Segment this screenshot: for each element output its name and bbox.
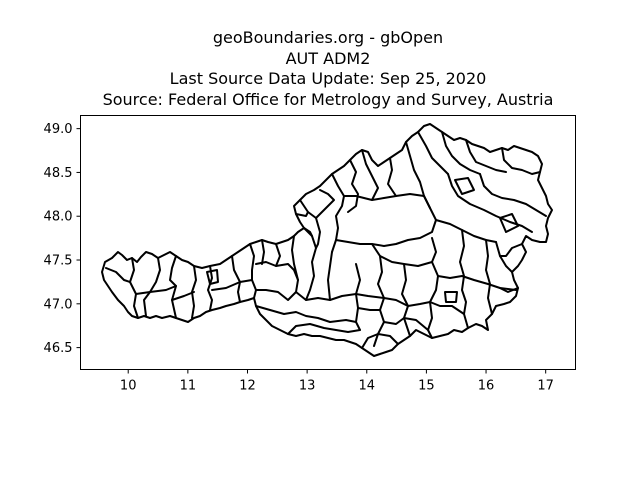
district-boundaries: [105, 131, 547, 349]
x-tick-label: 15: [418, 379, 435, 394]
x-tick-label: 17: [537, 379, 554, 394]
austria-district-map: [101, 123, 553, 357]
map-title-line-1: geoBoundaries.org - gbOpen: [212, 28, 444, 47]
y-axis: 49.0 48.5 48.0 47.5 47.0 46.5: [44, 122, 81, 356]
map-title-line-3: Last Source Data Update: Sep 25, 2020: [169, 69, 487, 88]
y-tick-label: 47.5: [44, 254, 73, 269]
x-tick-label: 11: [180, 379, 197, 394]
x-tick-label: 14: [358, 379, 375, 394]
x-axis: 10 11 12 13 14 15 16 17: [120, 369, 554, 394]
y-tick-label: 48.5: [44, 166, 73, 181]
x-tick-label: 13: [299, 379, 316, 394]
austria-outline: [101, 123, 553, 357]
y-tick-label: 48.0: [44, 210, 73, 225]
y-tick-label: 49.0: [44, 122, 73, 137]
x-tick-label: 12: [239, 379, 256, 394]
map-title-line-2: AUT ADM2: [285, 49, 371, 68]
x-tick-label: 16: [478, 379, 495, 394]
map-title-line-4: Source: Federal Office for Metrology and…: [102, 90, 554, 109]
x-tick-label: 10: [120, 379, 137, 394]
y-tick-label: 47.0: [44, 297, 73, 312]
y-tick-label: 46.5: [44, 341, 73, 356]
axes-frame: [80, 115, 576, 370]
